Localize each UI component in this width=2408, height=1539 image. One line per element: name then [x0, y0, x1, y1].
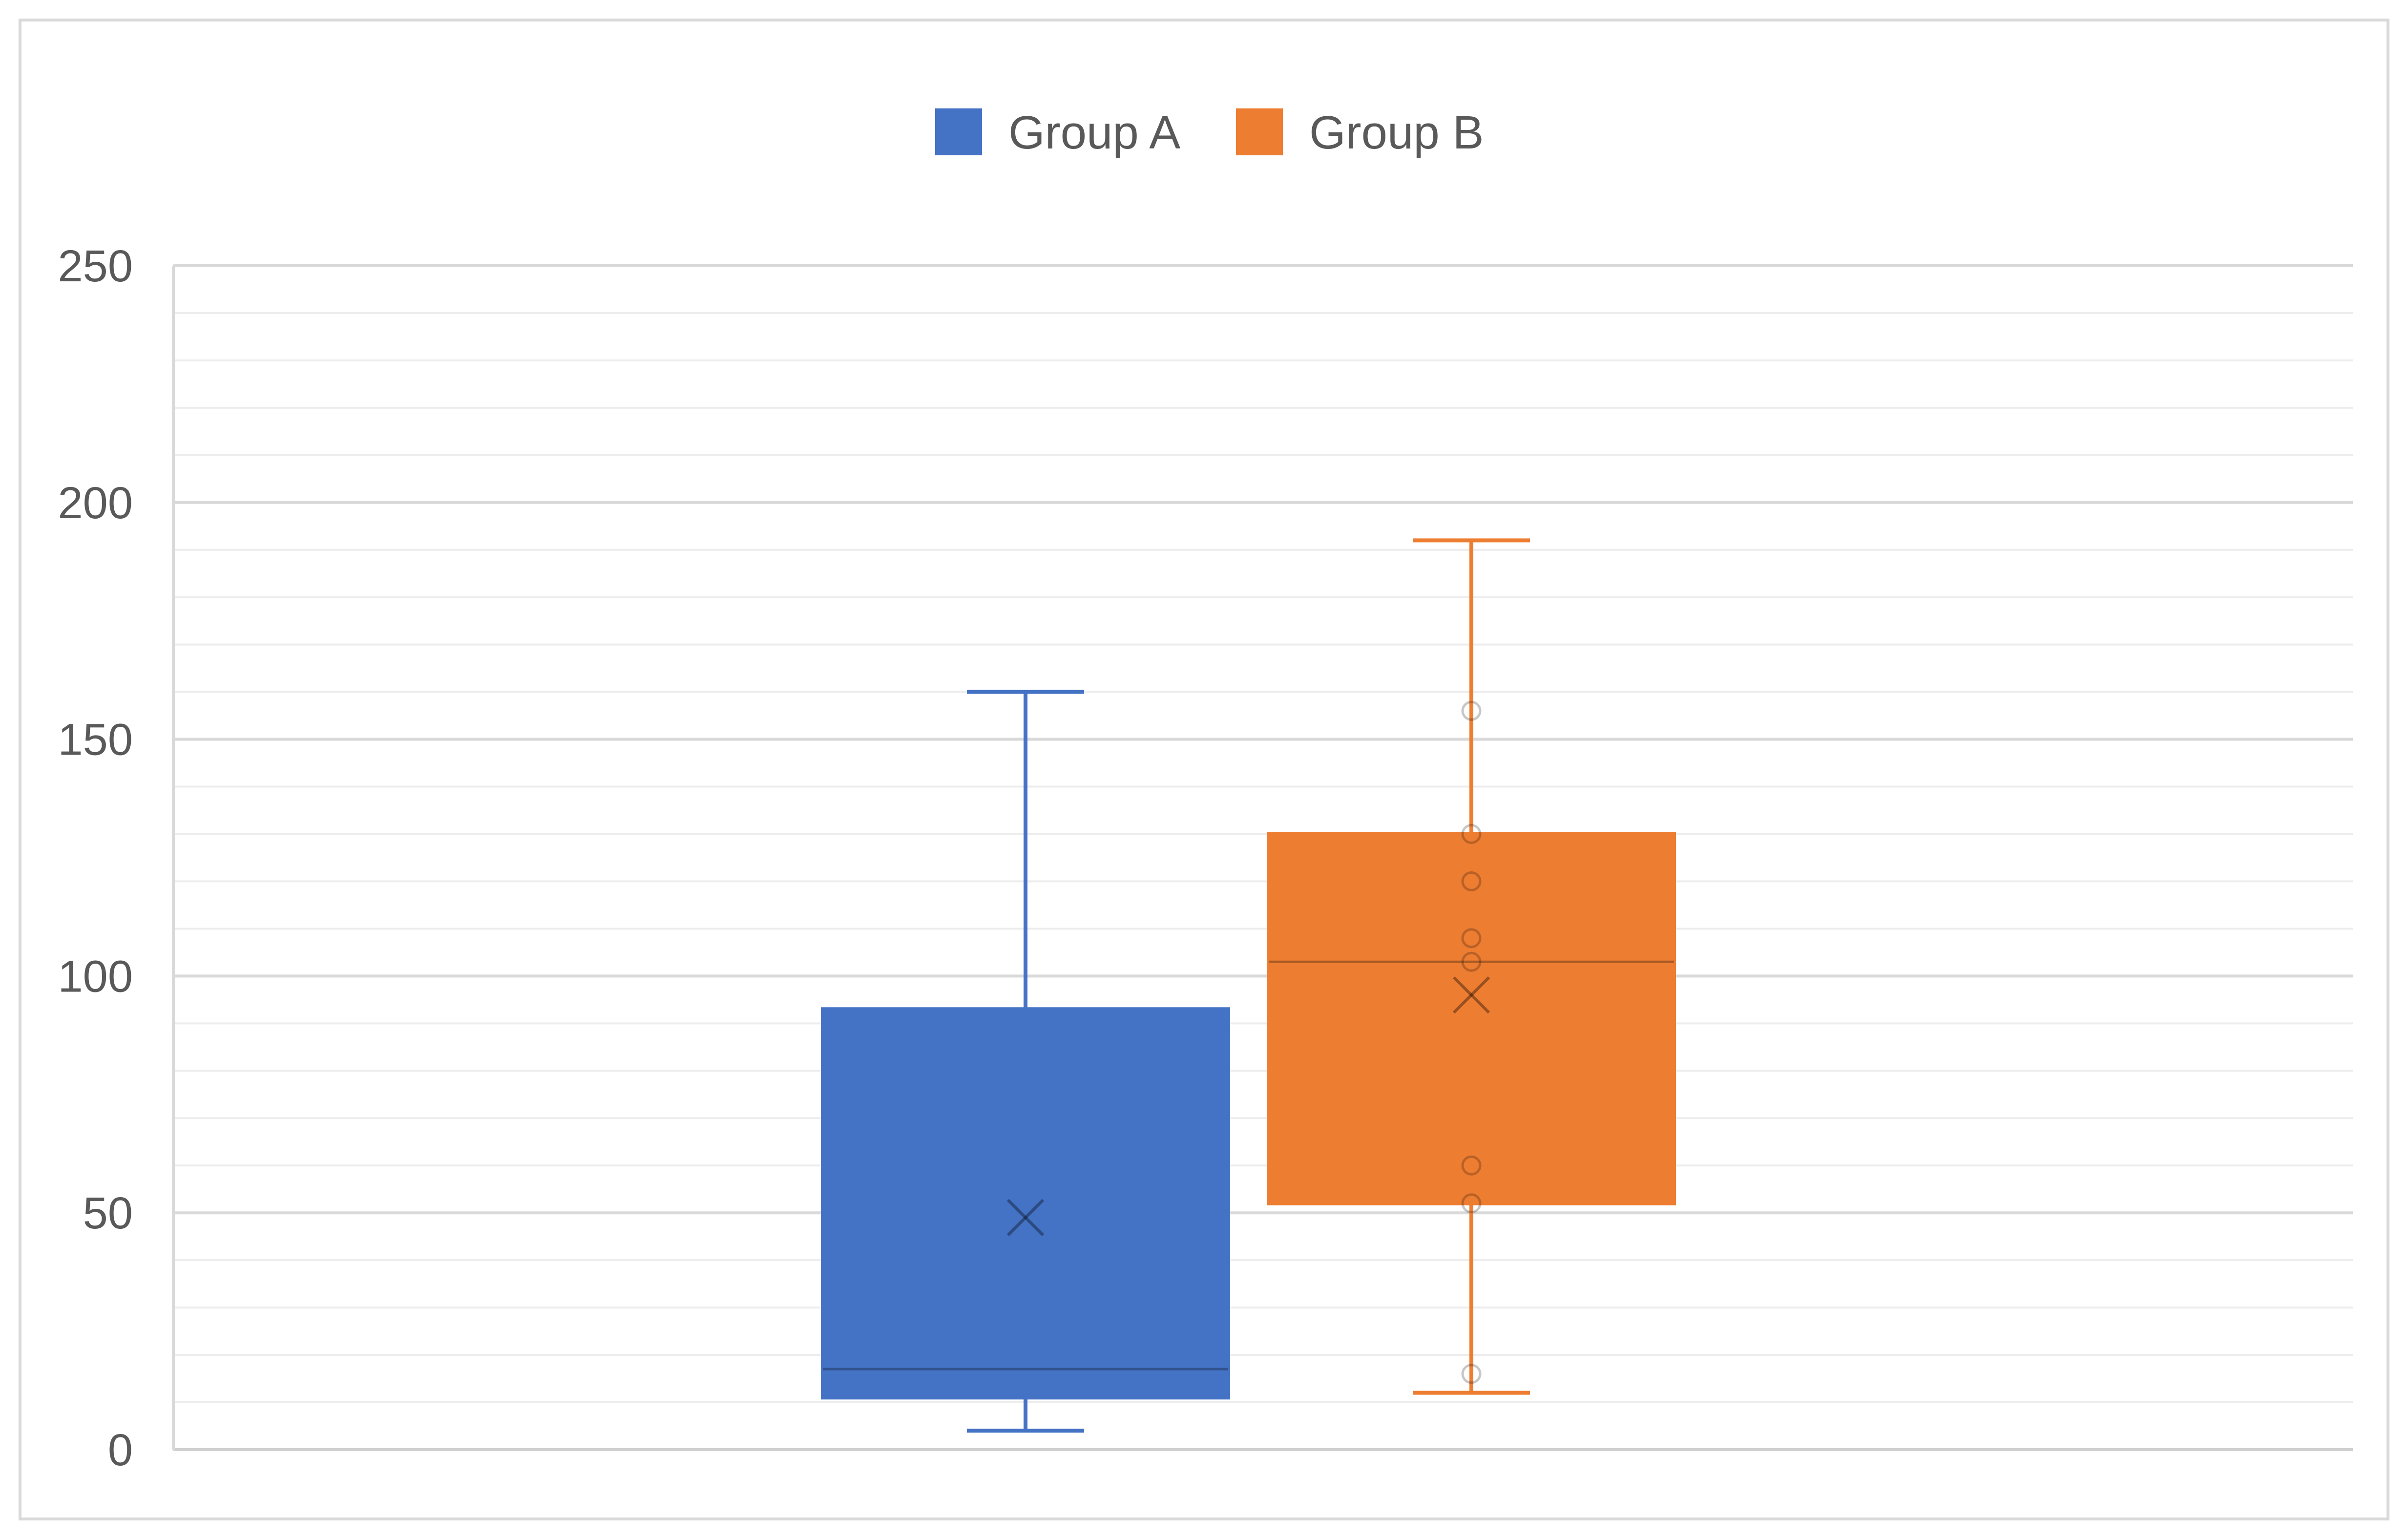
mean-marker	[1452, 976, 1490, 1014]
legend-label: Group B	[1309, 106, 1484, 159]
major-gridlines	[172, 264, 2353, 1451]
y-tick-label: 200	[58, 478, 133, 528]
y-tick-label: 250	[58, 241, 133, 291]
data-point	[1461, 871, 1482, 891]
data-point	[1461, 824, 1482, 844]
iqr-box	[1267, 832, 1676, 1205]
data-point	[1461, 1155, 1482, 1176]
legend-item-group-b: Group B	[1236, 106, 1484, 159]
legend-swatch	[935, 108, 982, 155]
y-tick-label: 100	[58, 951, 133, 1001]
mean-marker	[1006, 1199, 1045, 1237]
legend-swatch	[1236, 108, 1283, 155]
legend: Group A Group B	[935, 106, 1484, 159]
minor-gridlines	[173, 312, 2353, 1404]
y-tick-label: 50	[83, 1188, 133, 1238]
box-group-b	[1267, 538, 1676, 1395]
y-axis-tick-labels: 0 50 100 150 200 250	[58, 241, 133, 1475]
mean-marker	[1006, 1199, 1045, 1237]
box-series	[821, 538, 1676, 1433]
mean-marker	[1452, 976, 1490, 1014]
y-tick-label: 0	[108, 1425, 133, 1475]
data-point	[1461, 1364, 1482, 1384]
legend-item-group-a: Group A	[935, 106, 1180, 159]
y-tick-label: 150	[58, 715, 133, 765]
iqr-box	[821, 1007, 1230, 1400]
data-point	[1461, 951, 1482, 972]
data-point	[1461, 1193, 1482, 1214]
box-group-a	[821, 690, 1230, 1433]
data-point	[1461, 928, 1482, 949]
legend-label: Group A	[1008, 106, 1180, 159]
data-point	[1461, 700, 1482, 721]
